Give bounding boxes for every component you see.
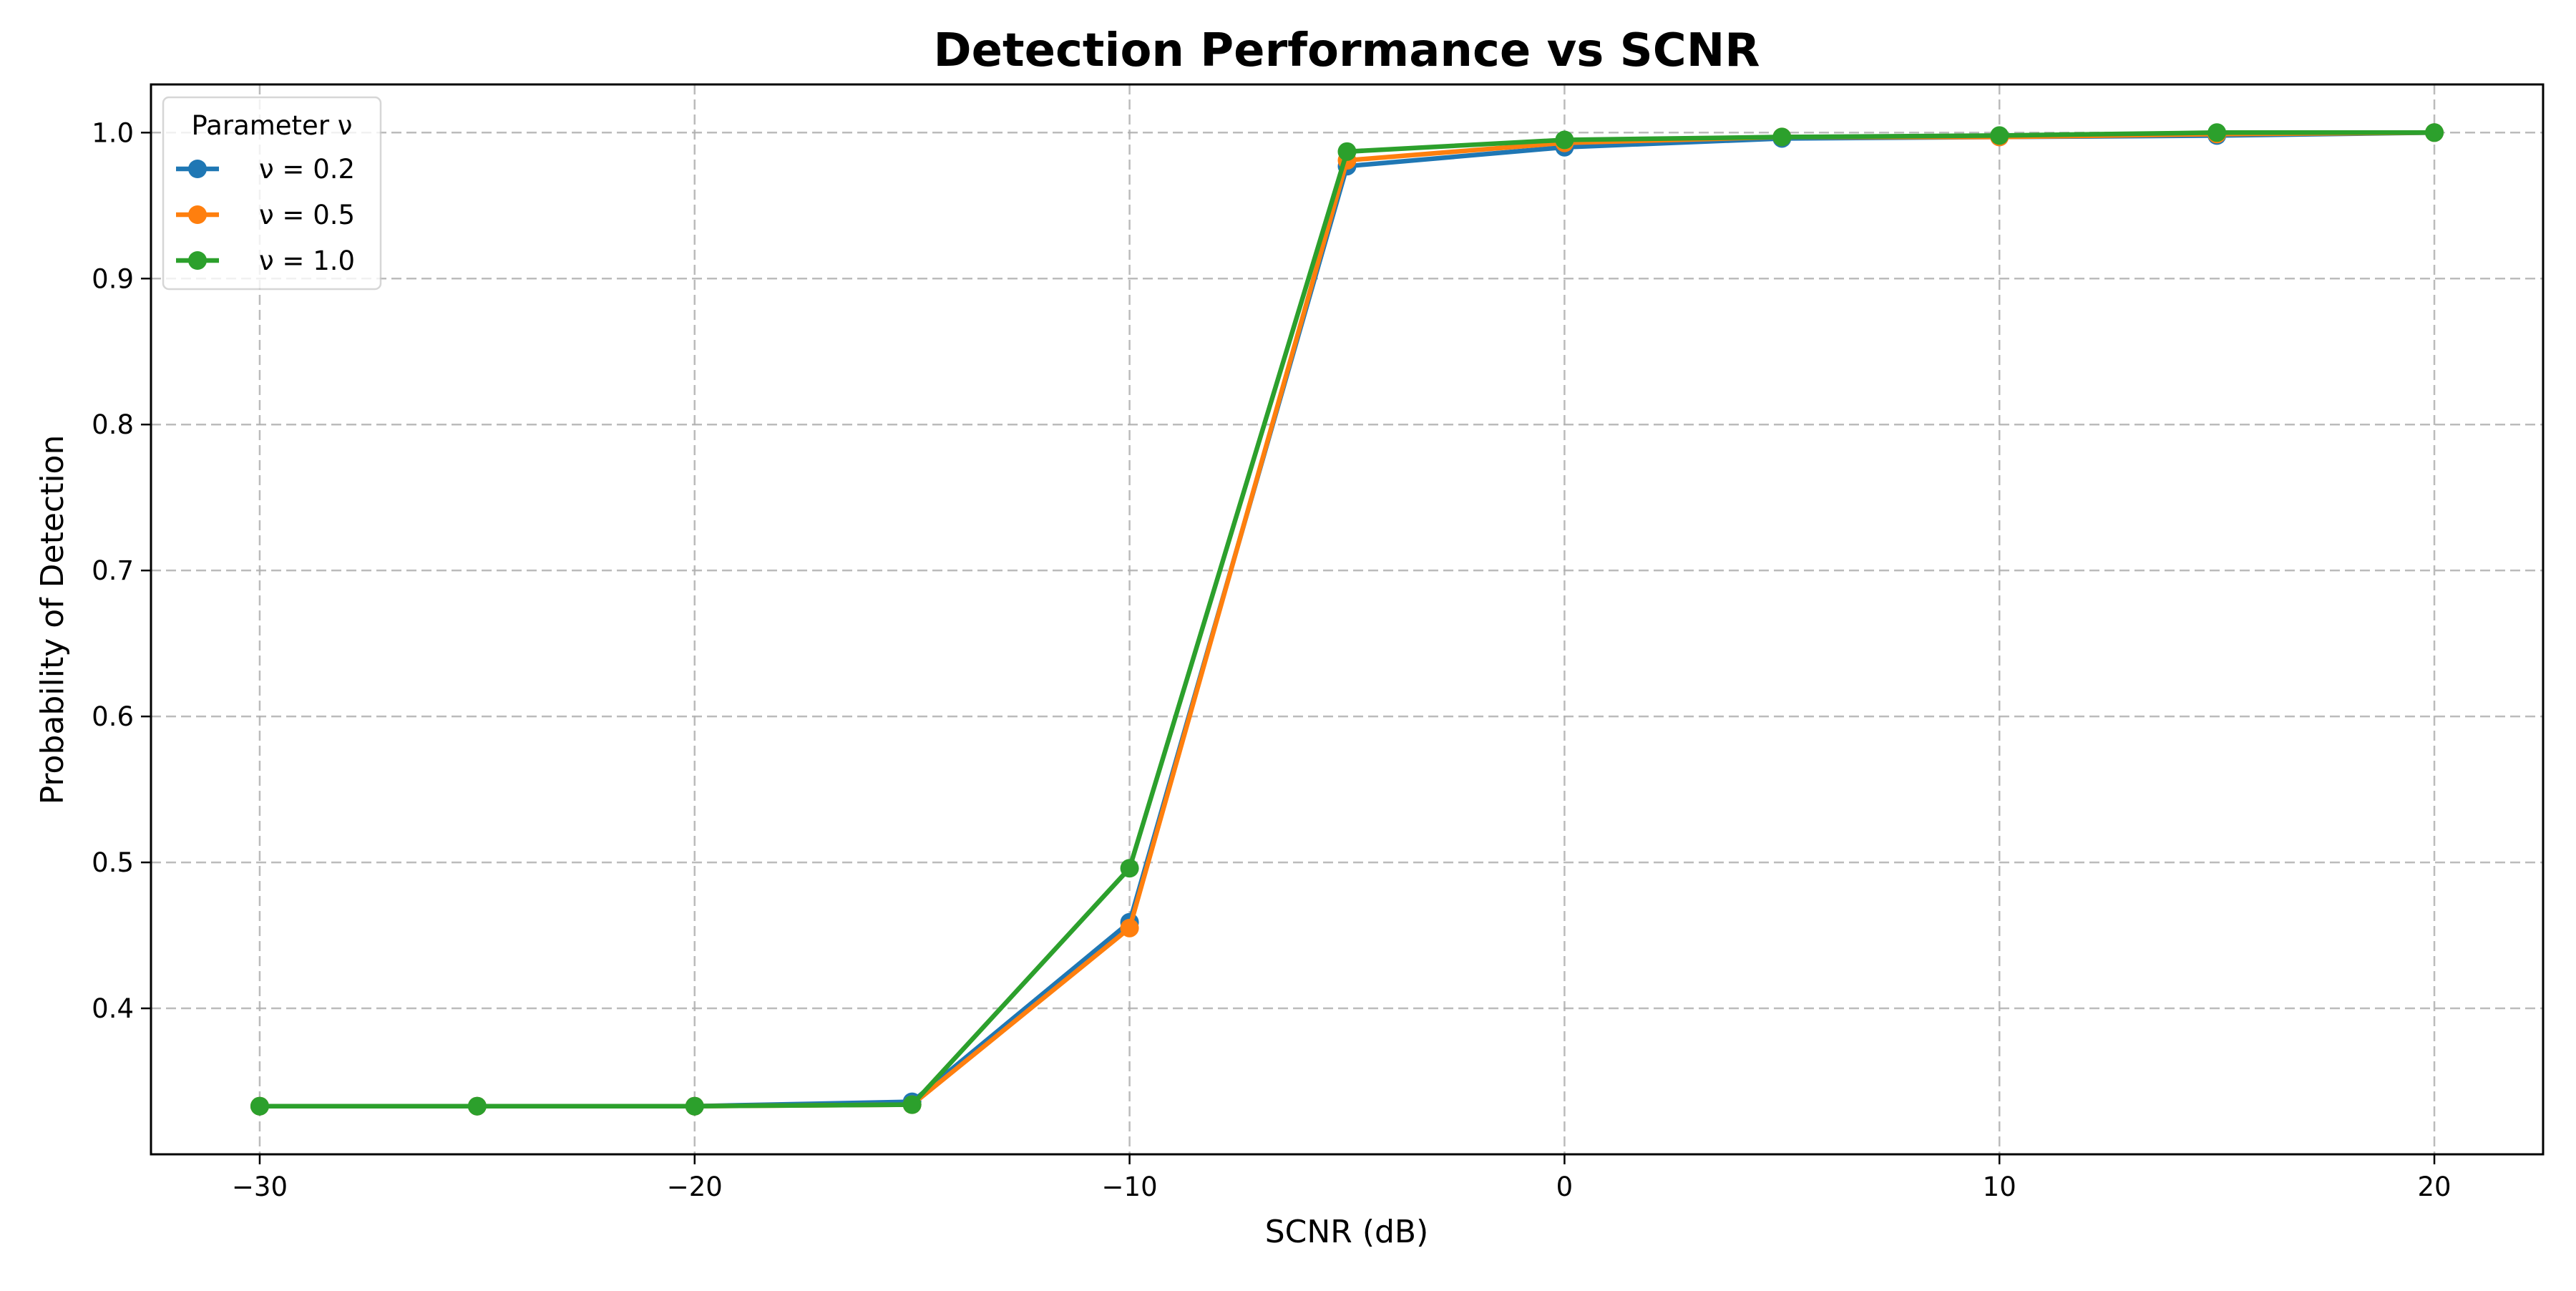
- y-tick-label: 0.6: [92, 701, 134, 732]
- legend-label: ν = 0.2: [259, 154, 355, 185]
- data-point: [2207, 123, 2227, 142]
- y-tick-label: 0.5: [92, 847, 134, 878]
- legend-entries: ν = 0.2 ν = 0.5 ν = 1.0: [176, 154, 355, 276]
- series-0: [250, 123, 2444, 1116]
- x-tick-label: 10: [1983, 1171, 2016, 1202]
- y-tick-label: 1.0: [92, 117, 134, 148]
- series-layer: [250, 123, 2444, 1116]
- y-tick-label: 0.9: [92, 263, 134, 294]
- legend: Parameter ν ν = 0.2 ν = 0.5 ν = 1.0: [162, 96, 382, 291]
- y-tick-label: 0.8: [92, 409, 134, 440]
- data-point: [1120, 918, 1139, 937]
- x-tick-label: 20: [2417, 1171, 2451, 1202]
- data-point: [1337, 142, 1357, 161]
- data-point: [1120, 859, 1139, 878]
- chart-title: Detection Performance vs SCNR: [933, 24, 1760, 77]
- legend-title: Parameter ν: [192, 110, 353, 141]
- x-tick-label: 0: [1556, 1171, 1574, 1202]
- data-point: [902, 1095, 922, 1114]
- grid-lines: [151, 84, 2543, 1154]
- axis-ticks: −30 −20 −10 0 10 20 0.4 0.5 0.6 0.7 0.8 0.9 1.0: [92, 117, 2451, 1202]
- data-point: [467, 1096, 487, 1116]
- legend-label: ν = 1.0: [259, 245, 355, 276]
- legend-box: [162, 96, 382, 291]
- data-point: [685, 1096, 704, 1116]
- data-point: [1990, 126, 2009, 145]
- legend-entry: ν = 0.2: [176, 154, 355, 185]
- data-point: [1772, 127, 1792, 147]
- legend-entry: ν = 0.5: [176, 200, 355, 230]
- x-tick-label: −10: [1102, 1171, 1158, 1202]
- data-point: [2425, 123, 2444, 142]
- data-point: [1555, 130, 1574, 150]
- y-tick-label: 0.7: [92, 555, 134, 586]
- legend-entry: ν = 1.0: [176, 245, 355, 276]
- legend-swatch-marker: [188, 205, 207, 224]
- y-tick-label: 0.4: [92, 993, 134, 1024]
- legend-swatch-marker: [188, 160, 207, 178]
- x-tick-label: −30: [232, 1171, 288, 1202]
- legend-label: ν = 0.5: [259, 200, 355, 230]
- x-tick-label: −20: [667, 1171, 723, 1202]
- x-axis-label: SCNR (dB): [1265, 1214, 1429, 1250]
- series-2: [250, 123, 2444, 1116]
- axes-frame: [150, 83, 2545, 1156]
- data-point: [250, 1096, 269, 1116]
- legend-swatch-marker: [188, 251, 207, 270]
- y-axis-label: Probability of Detection: [34, 435, 71, 805]
- series-1: [250, 123, 2444, 1116]
